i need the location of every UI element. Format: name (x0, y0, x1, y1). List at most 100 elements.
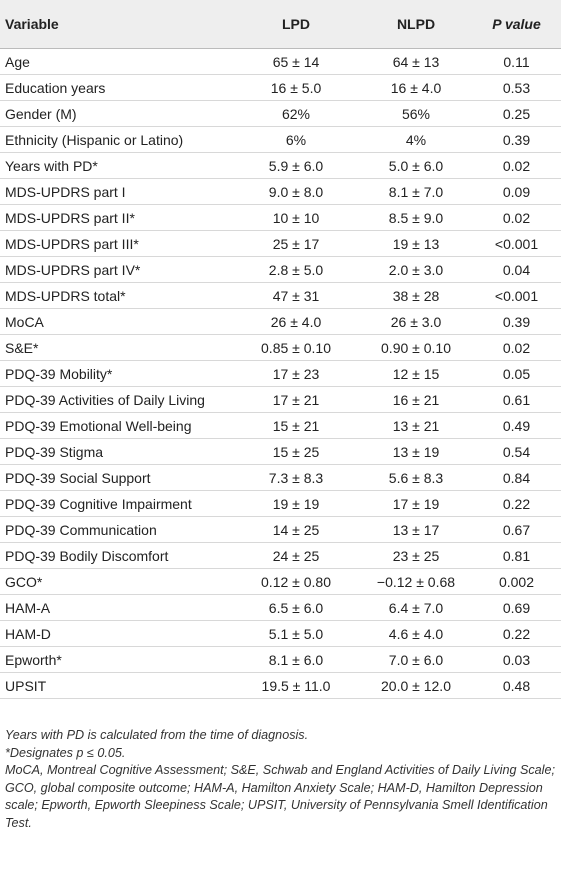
table-cell: Years with PD* (0, 152, 232, 179)
table-cell: 0.67 (472, 516, 561, 543)
table-row: MDS-UPDRS total* 47 ± 31 38 ± 28 <0.001 (0, 282, 561, 309)
table-cell: MDS-UPDRS part I (0, 178, 232, 205)
table-cell: 7.3 ± 8.3 (232, 464, 360, 491)
table-cell: Gender (M) (0, 100, 232, 127)
table-cell: PDQ-39 Mobility* (0, 360, 232, 387)
footnote: Years with PD is calculated from the tim… (5, 728, 309, 742)
table-body: Age 65 ± 14 64 ± 13 0.11 Education years 16 ±… (0, 48, 561, 699)
table-cell: 2.8 ± 5.0 (232, 256, 360, 283)
table-row: PDQ-39 Mobility* 17 ± 23 12 ± 15 0.05 (0, 360, 561, 387)
table-cell: 0.002 (472, 568, 561, 595)
table-cell: 7.0 ± 6.0 (360, 646, 472, 673)
table-cell: 0.61 (472, 386, 561, 413)
table-row: Epworth* 8.1 ± 6.0 7.0 ± 6.0 0.03 (0, 646, 561, 673)
table-cell: PDQ-39 Communication (0, 516, 232, 543)
table-cell: HAM-D (0, 620, 232, 647)
table-cell: 0.49 (472, 412, 561, 439)
table-cell: 15 ± 21 (232, 412, 360, 439)
table-cell: 12 ± 15 (360, 360, 472, 387)
table-cell: 47 ± 31 (232, 282, 360, 309)
header-cell: LPD (232, 0, 360, 49)
table-cell: 26 ± 3.0 (360, 308, 472, 335)
table-cell: 0.02 (472, 334, 561, 361)
table-cell: 0.02 (472, 204, 561, 231)
table-cell: 5.0 ± 6.0 (360, 152, 472, 179)
table-cell: 0.81 (472, 542, 561, 569)
table-cell: MDS-UPDRS part II* (0, 204, 232, 231)
header-cell: P value (472, 0, 561, 49)
table-cell: UPSIT (0, 672, 232, 699)
table-cell: PDQ-39 Activities of Daily Living (0, 386, 232, 413)
table-cell: 56% (360, 100, 472, 127)
table-cell: Epworth* (0, 646, 232, 673)
table-cell: 62% (232, 100, 360, 127)
table-cell: 17 ± 23 (232, 360, 360, 387)
table-cell: 5.9 ± 6.0 (232, 152, 360, 179)
table-cell: 6.4 ± 7.0 (360, 594, 472, 621)
table-cell: 4% (360, 126, 472, 153)
table-cell: 0.25 (472, 100, 561, 127)
table-row: Gender (M) 62% 56% 0.25 (0, 100, 561, 127)
table-cell: 5.6 ± 8.3 (360, 464, 472, 491)
table-cell: 0.22 (472, 490, 561, 517)
table-row: S&E* 0.85 ± 0.10 0.90 ± 0.10 0.02 (0, 334, 561, 361)
table-cell: <0.001 (472, 230, 561, 257)
table-cell: GCO* (0, 568, 232, 595)
table-cell: 16 ± 21 (360, 386, 472, 413)
footnotes: Years with PD is calculated from the tim… (5, 727, 557, 832)
table-cell: 6% (232, 126, 360, 153)
table-row: MDS-UPDRS part II* 10 ± 10 8.5 ± 9.0 0.02 (0, 204, 561, 231)
table-cell: 0.05 (472, 360, 561, 387)
table-cell: 4.6 ± 4.0 (360, 620, 472, 647)
table-cell: 64 ± 13 (360, 48, 472, 75)
table-cell: 23 ± 25 (360, 542, 472, 569)
table-cell: 0.11 (472, 48, 561, 75)
table-cell: PDQ-39 Social Support (0, 464, 232, 491)
table-row: PDQ-39 Activities of Daily Living 17 ± 21… (0, 386, 561, 413)
header-row: Variable LPD NLPD P value (0, 0, 561, 49)
table-cell: 5.1 ± 5.0 (232, 620, 360, 647)
table-row: PDQ-39 Cognitive Impairment 19 ± 19 17 ± 1… (0, 490, 561, 517)
table-cell: 9.0 ± 8.0 (232, 178, 360, 205)
table-cell: 15 ± 25 (232, 438, 360, 465)
data-table: Variable LPD NLPD P value Age 65 ± 14 64 ±… (0, 0, 561, 699)
table-cell: 8.1 ± 6.0 (232, 646, 360, 673)
table-cell: 38 ± 28 (360, 282, 472, 309)
table-cell: 8.1 ± 7.0 (360, 178, 472, 205)
table-row: PDQ-39 Social Support 7.3 ± 8.3 5.6 ± 8.3 0… (0, 464, 561, 491)
header-cell: NLPD (360, 0, 472, 49)
table-cell: 17 ± 19 (360, 490, 472, 517)
table-row: MDS-UPDRS part IV* 2.8 ± 5.0 2.0 ± 3.0 0.04 (0, 256, 561, 283)
table-cell: 19.5 ± 11.0 (232, 672, 360, 699)
table-cell: MDS-UPDRS part III* (0, 230, 232, 257)
table-row: Years with PD* 5.9 ± 6.0 5.0 ± 6.0 0.02 (0, 152, 561, 179)
table-row: MDS-UPDRS part III* 25 ± 17 19 ± 13 <0.001 (0, 230, 561, 257)
table-row: Ethnicity (Hispanic or Latino) 6% 4% 0.39 (0, 126, 561, 153)
table-cell: 0.04 (472, 256, 561, 283)
table-cell: Ethnicity (Hispanic or Latino) (0, 126, 232, 153)
footnote: MoCA, Montreal Cognitive Assessment; S&E… (5, 763, 555, 830)
table-row: PDQ-39 Bodily Discomfort 24 ± 25 23 ± 25 0.… (0, 542, 561, 569)
table-cell: 14 ± 25 (232, 516, 360, 543)
table-cell: S&E* (0, 334, 232, 361)
table-cell: 0.02 (472, 152, 561, 179)
table-row: PDQ-39 Emotional Well-being 15 ± 21 13 ± 2… (0, 412, 561, 439)
table-cell: 0.39 (472, 126, 561, 153)
table-cell: Education years (0, 74, 232, 101)
header-cell: Variable (0, 0, 232, 49)
table-cell: 0.48 (472, 672, 561, 699)
table-cell: Age (0, 48, 232, 75)
table-cell: 16 ± 4.0 (360, 74, 472, 101)
table-cell: 0.53 (472, 74, 561, 101)
table-row: Education years 16 ± 5.0 16 ± 4.0 0.53 (0, 74, 561, 101)
table-row: HAM-A 6.5 ± 6.0 6.4 ± 7.0 0.69 (0, 594, 561, 621)
table-cell: 0.85 ± 0.10 (232, 334, 360, 361)
table-cell: 13 ± 17 (360, 516, 472, 543)
table-cell: 13 ± 21 (360, 412, 472, 439)
table-cell: PDQ-39 Cognitive Impairment (0, 490, 232, 517)
table-cell: 17 ± 21 (232, 386, 360, 413)
table-cell: 0.12 ± 0.80 (232, 568, 360, 595)
table-cell: <0.001 (472, 282, 561, 309)
table-cell: MDS-UPDRS part IV* (0, 256, 232, 283)
